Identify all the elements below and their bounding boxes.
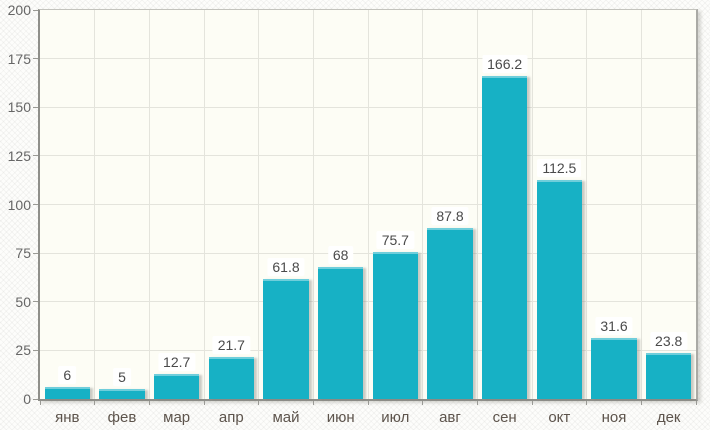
y-tick-label: 50 — [15, 293, 31, 310]
x-tick — [422, 401, 424, 405]
bar — [481, 75, 528, 399]
x-tick — [695, 401, 697, 405]
x-tick-label: июл — [381, 409, 410, 426]
bar-value-label: 61.8 — [267, 257, 305, 276]
x-tick — [258, 401, 260, 405]
y-tick-label: 150 — [7, 99, 31, 116]
bar-value-label: 23.8 — [650, 331, 688, 350]
bar-value-label: 75.7 — [376, 230, 414, 249]
bar-value-label: 166.2 — [482, 54, 528, 73]
x-tick — [312, 401, 314, 405]
bar-value-label: 112.5 — [537, 159, 582, 178]
bar — [317, 266, 364, 399]
bar-value-label: 5 — [113, 368, 131, 387]
y-tick — [33, 58, 38, 60]
y-tick — [33, 252, 38, 254]
x-tick-label: май — [272, 409, 300, 426]
bar — [153, 374, 200, 399]
gridline-v — [476, 10, 478, 399]
x-tick-label: авг — [439, 409, 461, 426]
x-tick — [203, 401, 205, 405]
bar — [372, 251, 419, 399]
bar-value-label: 31.6 — [595, 316, 633, 335]
bar-value-label: 68 — [327, 245, 354, 264]
x-tick — [367, 401, 369, 405]
x-tick-label: фев — [107, 409, 137, 426]
bar — [645, 352, 692, 399]
x-tick — [476, 401, 478, 405]
x-tick-label: янв — [55, 409, 80, 426]
y-tick-label: 125 — [7, 147, 31, 164]
gridline-v — [422, 10, 424, 399]
gridline-v — [586, 10, 588, 399]
gridline-v — [94, 10, 96, 399]
bar — [44, 387, 91, 399]
plot-area: 6 5 12.7 21.7 61.8 68 75.7 87.8 166.2 112.5 31.6 23… — [38, 9, 698, 401]
gridline-v — [312, 10, 314, 399]
bar — [263, 278, 309, 399]
gridline-v — [640, 10, 642, 399]
bar-value-label: 12.7 — [158, 353, 196, 372]
x-tick-label: окт — [548, 409, 571, 426]
x-tick — [94, 401, 96, 405]
bar — [208, 356, 255, 399]
bar — [591, 337, 637, 399]
x-tick — [640, 401, 642, 405]
gridline-v — [258, 10, 260, 399]
bar-value-label: 6 — [58, 366, 77, 385]
x-tick-label: июн — [326, 409, 355, 426]
x-tick — [531, 401, 533, 405]
bar-value-label: 21.7 — [212, 335, 250, 354]
gridline-v — [531, 10, 533, 399]
y-tick-label: 200 — [7, 2, 31, 18]
x-tick-label: мар — [163, 409, 191, 426]
y-tick — [33, 9, 38, 11]
x-tick — [39, 401, 41, 405]
y-tick-label: 25 — [15, 342, 31, 359]
y-tick — [33, 155, 38, 157]
x-tick-label: ноя — [601, 409, 627, 426]
bar — [99, 389, 145, 399]
y-tick-label: 100 — [7, 196, 31, 213]
bar — [536, 180, 583, 399]
y-tick — [33, 204, 38, 205]
bar-value-label: 87.8 — [431, 207, 469, 226]
x-tick-label: сен — [492, 409, 517, 426]
y-tick — [33, 106, 38, 108]
y-tick-label: 75 — [15, 245, 31, 262]
bar — [427, 228, 473, 399]
gridline-v — [367, 10, 369, 399]
gridline-v — [148, 10, 150, 399]
x-tick-label: апр — [218, 409, 244, 426]
x-tick — [586, 401, 588, 405]
x-tick — [148, 401, 150, 405]
y-tick — [33, 349, 38, 351]
x-tick-label: дек — [656, 409, 681, 426]
gridline-v — [203, 10, 205, 399]
y-tick — [33, 398, 38, 400]
y-tick-label: 175 — [7, 50, 31, 67]
y-tick — [33, 301, 38, 303]
y-tick-label: 0 — [23, 391, 31, 407]
